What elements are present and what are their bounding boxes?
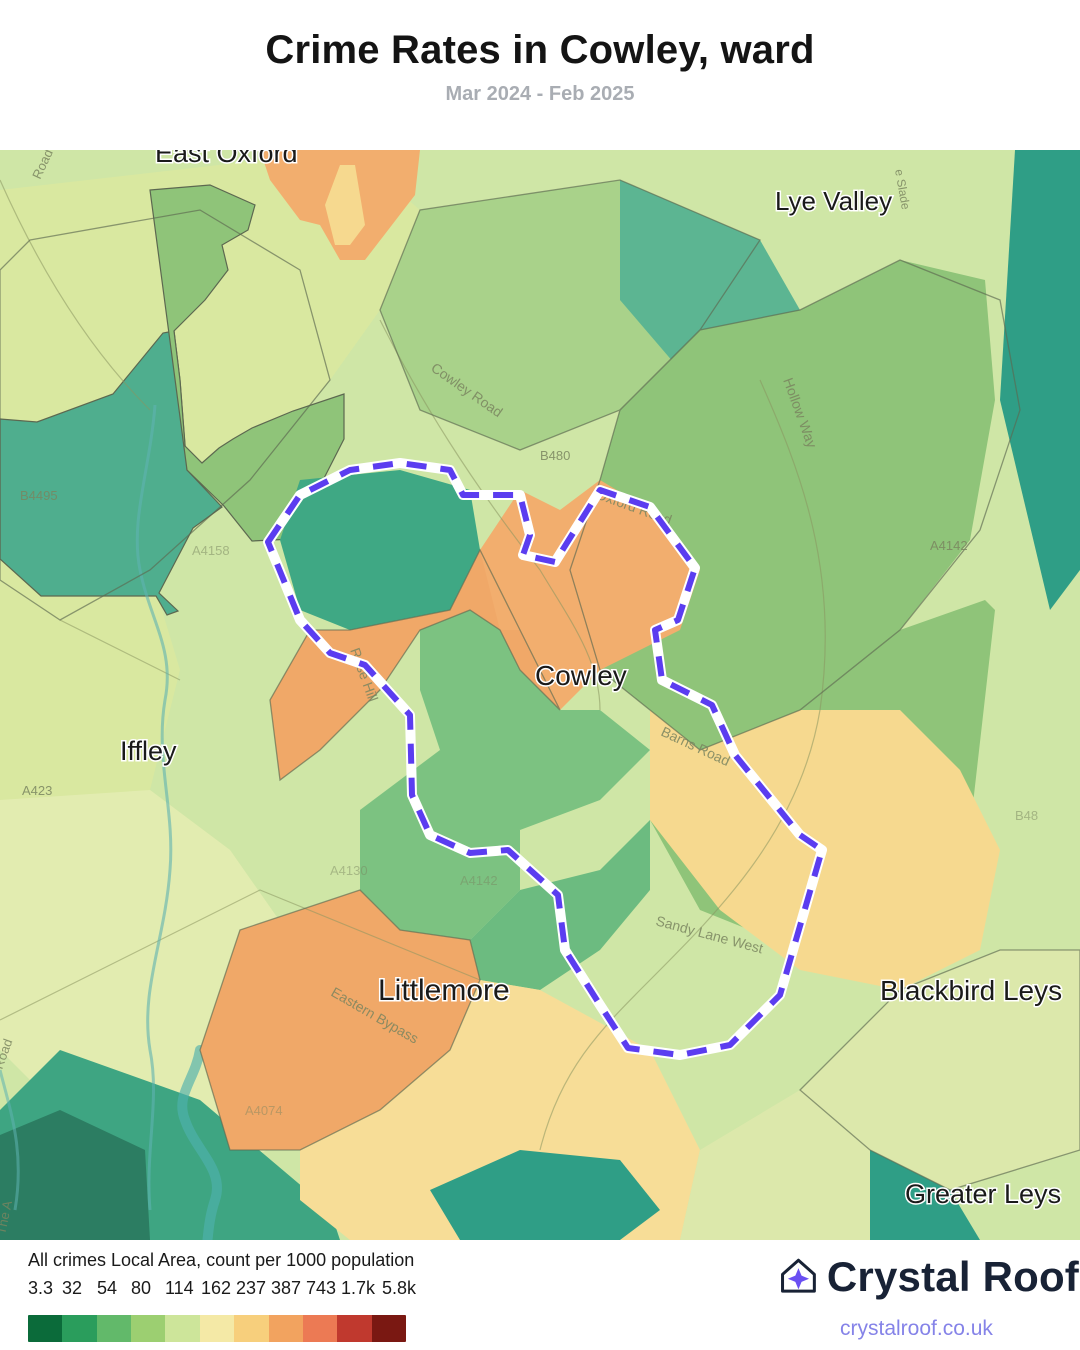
svg-text:Cowley: Cowley bbox=[535, 660, 627, 691]
svg-text:A4074: A4074 bbox=[245, 1103, 283, 1118]
svg-text:East Oxford: East Oxford bbox=[155, 150, 298, 168]
svg-text:Littlemore: Littlemore bbox=[378, 974, 510, 1007]
svg-text:Greater Leys: Greater Leys bbox=[905, 1179, 1061, 1209]
svg-text:A4158: A4158 bbox=[192, 543, 230, 558]
svg-text:B480: B480 bbox=[540, 448, 570, 463]
svg-text:Blackbird Leys: Blackbird Leys bbox=[880, 975, 1062, 1006]
svg-text:A4130: A4130 bbox=[330, 863, 368, 878]
svg-text:A423: A423 bbox=[22, 783, 52, 798]
svg-text:Lye Valley: Lye Valley bbox=[775, 186, 892, 216]
svg-text:A4142: A4142 bbox=[930, 538, 968, 553]
svg-text:B4495: B4495 bbox=[20, 488, 58, 503]
svg-text:Iffley: Iffley bbox=[120, 736, 177, 766]
svg-text:A4142: A4142 bbox=[460, 873, 498, 888]
svg-text:B48: B48 bbox=[1015, 808, 1038, 823]
